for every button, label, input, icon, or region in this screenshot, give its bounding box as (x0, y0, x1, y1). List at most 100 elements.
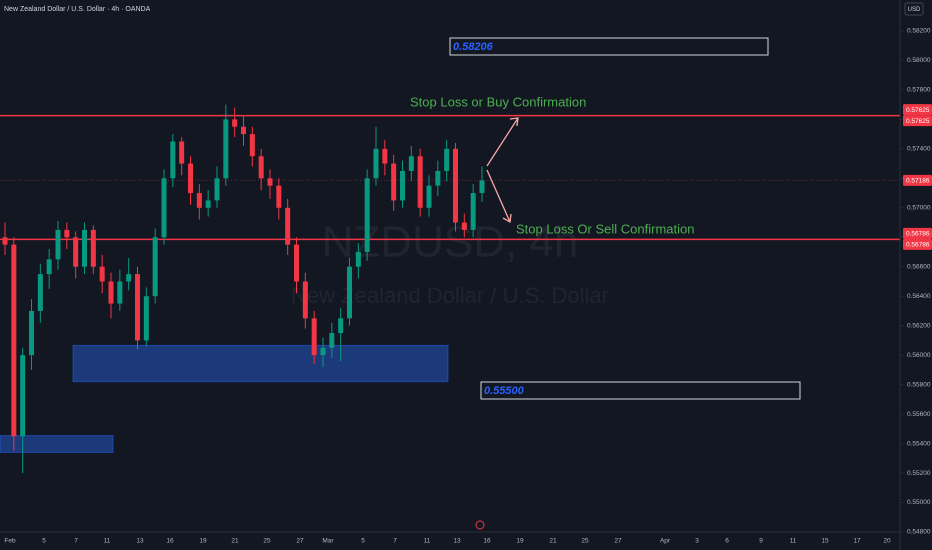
y-tick-label: 0.57400 (907, 146, 931, 153)
price-tag (903, 174, 932, 186)
candle-body (435, 170, 441, 186)
x-tick-label: 17 (853, 538, 861, 545)
candle-body (37, 274, 43, 311)
watermark-symbol: NZDUSD, 4h (322, 218, 579, 267)
candle-body (2, 237, 8, 245)
candle-body (117, 281, 123, 304)
arrow (486, 169, 512, 224)
candle-body (444, 148, 450, 171)
price-box (480, 381, 801, 400)
candle-body (188, 163, 193, 194)
x-tick-label: 11 (104, 538, 111, 545)
price-tag (903, 104, 932, 116)
x-tick-label: 11 (424, 538, 431, 545)
x-tick-label: 7 (393, 538, 397, 545)
x-tick-label: 5 (361, 538, 365, 545)
price-tag-label: 0.57625 (906, 107, 930, 114)
candle-body (46, 259, 52, 275)
y-tick-label: 0.55400 (907, 440, 931, 447)
x-tick-label: 5 (42, 538, 46, 545)
y-tick-label: 0.56600 (907, 263, 931, 270)
candle-body (285, 207, 291, 245)
y-tick-label: 0.58200 (907, 28, 931, 35)
candle-body (302, 281, 308, 319)
y-tick-label: 0.57800 (907, 87, 931, 94)
y-tick-label: 0.54800 (907, 529, 931, 536)
candle-body (311, 318, 317, 356)
candle-body (382, 148, 388, 164)
y-tick-label: 0.55200 (907, 470, 931, 477)
candle-body (391, 163, 397, 201)
y-tick-label: 0.55000 (907, 499, 931, 506)
y-tick-label: 0.56200 (907, 322, 931, 329)
x-tick-label: 21 (231, 538, 239, 545)
candle-body (170, 141, 176, 179)
x-tick-label: 21 (549, 538, 557, 545)
x-tick-label: 25 (581, 538, 589, 545)
candle-body (55, 229, 61, 260)
price-box-label: 0.55500 (484, 385, 525, 397)
x-tick-label: 20 (883, 538, 891, 545)
y-tick-label: 0.55800 (907, 381, 931, 388)
price-box (449, 37, 769, 56)
y-tick-label: 0.56400 (907, 293, 931, 300)
x-tick-label: Mar (322, 538, 334, 545)
x-tick-label: 27 (296, 538, 304, 545)
x-tick-label: 19 (199, 538, 207, 545)
event-icon[interactable] (475, 520, 485, 530)
candle-body (461, 222, 467, 230)
candle-body (249, 134, 255, 157)
currency-label[interactable]: USD (908, 7, 921, 13)
x-tick-label: 27 (614, 538, 622, 545)
plot-layer: NZDUSD, 4h New Zealand Dollar / U.S. Doll… (0, 37, 900, 474)
candle-body (453, 148, 458, 223)
price-tag-label: 0.57186 (906, 178, 930, 185)
candle-body (161, 178, 167, 238)
candle-body (470, 193, 476, 230)
candle-body (64, 229, 70, 238)
candle-body (82, 229, 87, 267)
demand-zone (72, 344, 449, 383)
candle-body (329, 333, 335, 348)
currency-button[interactable] (904, 2, 924, 16)
x-tick-label: 11 (790, 538, 797, 545)
candle-body (152, 237, 158, 297)
candle-body (355, 252, 361, 267)
y-tick-label: 0.56000 (907, 352, 931, 359)
candle-body (294, 244, 299, 282)
candle-body (126, 274, 132, 282)
candle-body (276, 185, 282, 208)
candle-body (214, 178, 220, 201)
symbol-title: New Zealand Dollar / U.S. Dollar · 4h · … (4, 6, 151, 13)
y-tick-label: 0.55600 (907, 411, 931, 418)
x-tick-label: 13 (453, 538, 461, 545)
price-tag (903, 227, 932, 239)
candle-body (143, 296, 149, 341)
y-tick-label: 0.57000 (907, 205, 931, 212)
x-tick-label: Apr (660, 538, 671, 545)
candle-body (241, 126, 246, 135)
candle-body (373, 148, 379, 179)
annotation: Stop Loss or Buy Confirmation (410, 94, 586, 109)
y-tick-label: 0.58000 (907, 57, 931, 64)
x-tick-label: 7 (74, 538, 78, 545)
candle-body (417, 156, 423, 208)
candle-body (196, 193, 202, 208)
candle-body (232, 119, 238, 127)
candle-body (135, 274, 140, 341)
candle-body (108, 281, 114, 304)
x-tick-label: 6 (725, 538, 729, 545)
candle-body (426, 185, 432, 208)
demand-zone (0, 435, 114, 453)
candle-body (320, 347, 326, 356)
x-tick-label: 3 (695, 538, 699, 545)
x-tick-label: 19 (516, 538, 524, 545)
annotation: Stop Loss Or Sell Confirmation (516, 221, 694, 236)
x-tick-label: 25 (263, 538, 271, 545)
x-tick-label: 15 (821, 538, 829, 545)
x-tick-label: Feb (4, 538, 16, 545)
candle-body (479, 180, 485, 194)
price-tag-label: 0.56786 (906, 231, 930, 238)
